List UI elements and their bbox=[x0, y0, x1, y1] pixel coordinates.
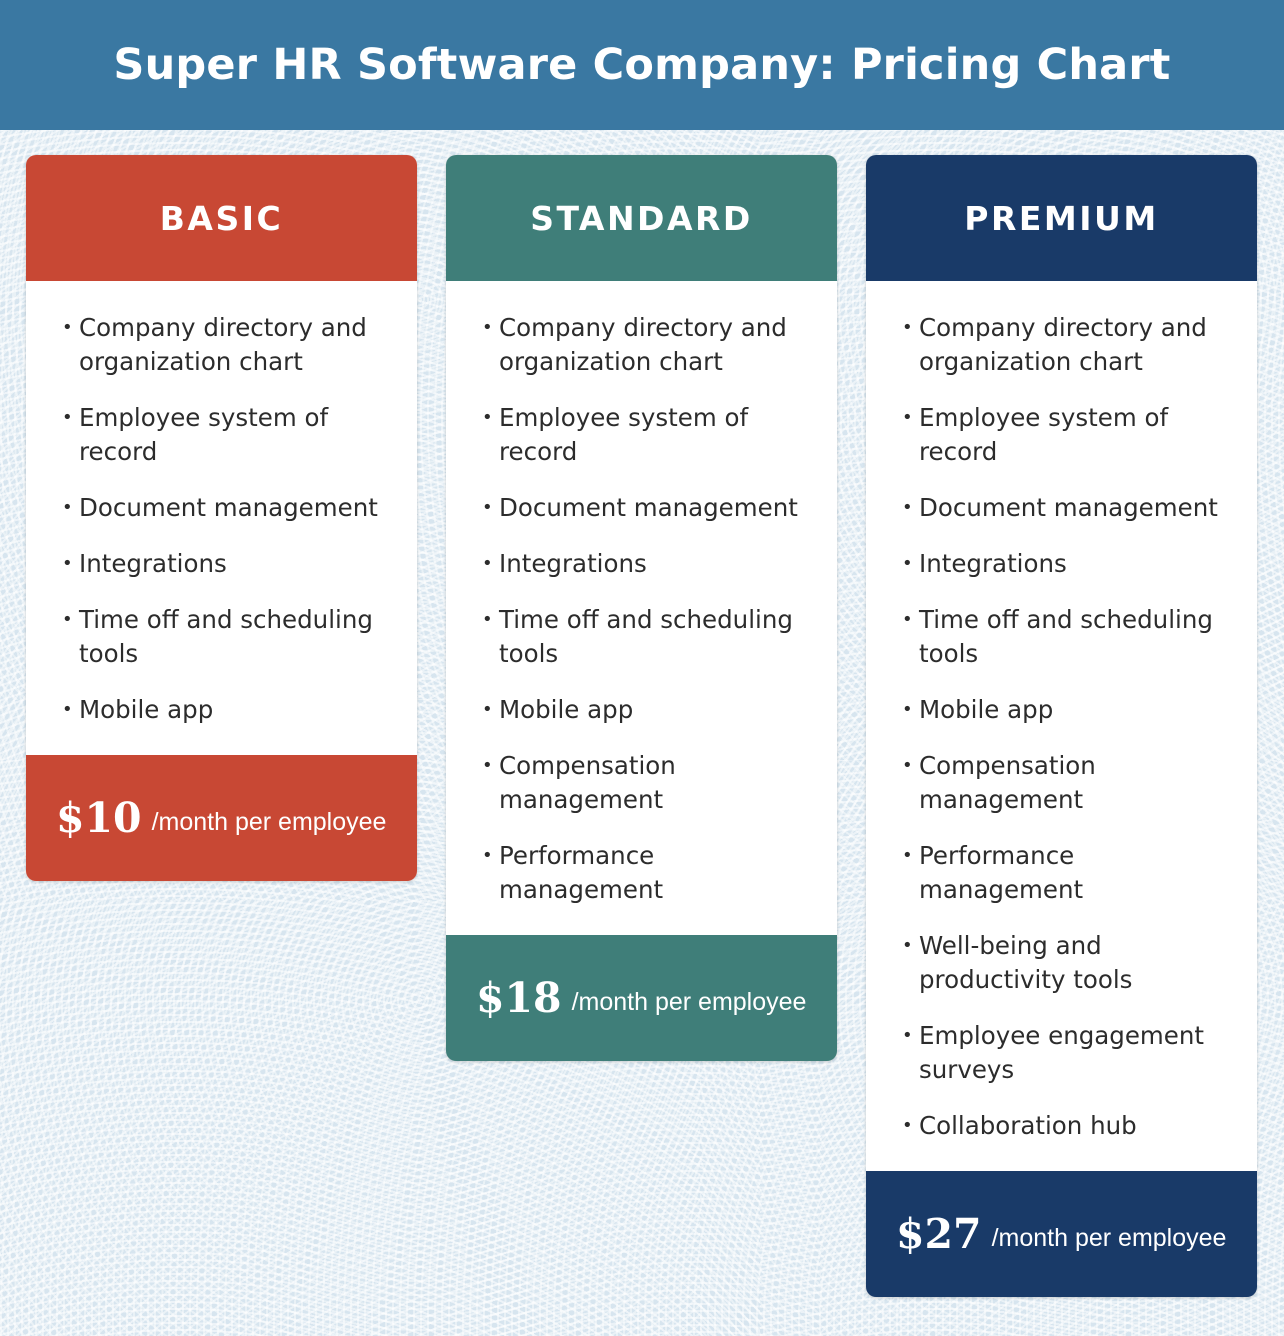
price-unit: /month per employee bbox=[151, 807, 387, 836]
feature-list-basic: Company directory and organization chart… bbox=[26, 281, 417, 755]
feature-item: Time off and scheduling tools bbox=[482, 603, 819, 671]
feature-item: Well-being and productivity tools bbox=[902, 929, 1239, 997]
feature-item: Document management bbox=[902, 491, 1239, 525]
price-amount: $27 bbox=[896, 1210, 982, 1258]
feature-item: Performance management bbox=[902, 839, 1239, 907]
feature-item: Company directory and organization chart bbox=[62, 311, 399, 379]
plan-header-premium: PREMIUM bbox=[866, 155, 1257, 281]
feature-list-standard: Company directory and organization chart… bbox=[446, 281, 837, 935]
feature-item: Time off and scheduling tools bbox=[62, 603, 399, 671]
plan-name: PREMIUM bbox=[964, 198, 1159, 238]
price-unit: /month per employee bbox=[991, 1223, 1227, 1252]
feature-item: Time off and scheduling tools bbox=[902, 603, 1239, 671]
feature-list-premium: Company directory and organization chart… bbox=[866, 281, 1257, 1171]
feature-item: Integrations bbox=[62, 547, 399, 581]
feature-item: Employee engagement surveys bbox=[902, 1019, 1239, 1087]
feature-item: Integrations bbox=[902, 547, 1239, 581]
feature-item: Compensation management bbox=[902, 749, 1239, 817]
feature-item: Mobile app bbox=[902, 693, 1239, 727]
price-unit: /month per employee bbox=[571, 987, 807, 1016]
feature-item: Collaboration hub bbox=[902, 1109, 1239, 1143]
plan-name: STANDARD bbox=[530, 198, 753, 238]
feature-item: Employee system of record bbox=[902, 401, 1239, 469]
price-amount: $18 bbox=[476, 974, 562, 1022]
feature-item: Document management bbox=[482, 491, 819, 525]
plan-header-basic: BASIC bbox=[26, 155, 417, 281]
feature-item: Performance management bbox=[482, 839, 819, 907]
feature-item: Company directory and organization chart bbox=[482, 311, 819, 379]
feature-item: Compensation management bbox=[482, 749, 819, 817]
price-footer-premium: $27 /month per employee bbox=[866, 1171, 1257, 1297]
feature-item: Mobile app bbox=[62, 693, 399, 727]
feature-item: Company directory and organization chart bbox=[902, 311, 1239, 379]
plan-name: BASIC bbox=[159, 198, 284, 238]
feature-item: Integrations bbox=[482, 547, 819, 581]
plan-card-premium: PREMIUM Company directory and organizati… bbox=[866, 155, 1257, 1297]
price-footer-basic: $10 /month per employee bbox=[26, 755, 417, 881]
price-amount: $10 bbox=[56, 794, 142, 842]
page-header: Super HR Software Company: Pricing Chart bbox=[0, 0, 1284, 130]
feature-item: Document management bbox=[62, 491, 399, 525]
feature-item: Employee system of record bbox=[62, 401, 399, 469]
plan-card-basic: BASIC Company directory and organization… bbox=[26, 155, 417, 881]
page-title: Super HR Software Company: Pricing Chart bbox=[113, 40, 1171, 90]
plan-header-standard: STANDARD bbox=[446, 155, 837, 281]
plan-card-standard: STANDARD Company directory and organizat… bbox=[446, 155, 837, 1061]
price-footer-standard: $18 /month per employee bbox=[446, 935, 837, 1061]
feature-item: Employee system of record bbox=[482, 401, 819, 469]
feature-item: Mobile app bbox=[482, 693, 819, 727]
